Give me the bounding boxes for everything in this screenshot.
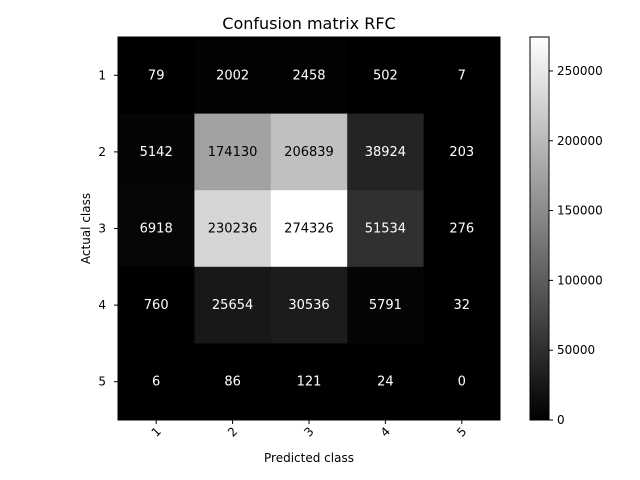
heatmap-cell [270, 266, 348, 344]
heatmap-cell [423, 113, 501, 191]
chart-title: Confusion matrix RFC [222, 14, 395, 33]
y-tick-label: 4 [98, 298, 106, 312]
y-tick-label: 2 [98, 145, 106, 159]
heatmap-cell [118, 343, 195, 421]
heatmap-cells [118, 37, 501, 421]
heatmap-cell [118, 37, 195, 115]
x-tick-label: 4 [378, 424, 393, 439]
heatmap-cell [194, 190, 272, 268]
heatmap-cell [270, 37, 348, 115]
colorbar-ticks: 0 50000 100000 150000 200000 250000 [549, 64, 603, 427]
heatmap-cell [423, 343, 501, 421]
cell-value-label: 38924 [365, 145, 406, 160]
cell-value-label: 2002 [216, 68, 249, 83]
cell-value-label: 5142 [140, 145, 173, 160]
heatmap-cell [347, 37, 425, 115]
cell-value-label: 174130 [208, 145, 258, 160]
heatmap-cell [270, 190, 348, 268]
heatmap-cell [194, 266, 272, 344]
heatmap-cell [118, 113, 195, 191]
cell-value-label: 79 [148, 68, 165, 83]
heatmap-cell [347, 113, 425, 191]
heatmap-cell [423, 266, 501, 344]
x-axis-label: Predicted class [264, 451, 354, 465]
x-axis-ticks: 1 2 3 4 5 [149, 420, 469, 440]
heatmap-cell [194, 113, 272, 191]
cell-value-label: 0 [458, 375, 466, 390]
y-tick-label: 5 [98, 375, 106, 389]
cell-value-label: 206839 [284, 145, 334, 160]
colorbar-tick-label: 50000 [557, 343, 595, 357]
colorbar-tick-label: 0 [557, 413, 565, 427]
colorbar-tick-label: 100000 [557, 273, 603, 287]
colorbar-tick-label: 250000 [557, 64, 603, 78]
heatmap-cell [270, 113, 348, 191]
cell-value-label: 30536 [288, 298, 329, 313]
heatmap-cell [423, 37, 501, 115]
x-tick-label: 3 [301, 424, 316, 439]
cell-value-label: 51534 [365, 222, 406, 237]
heatmap-cell [347, 266, 425, 344]
cell-value-label: 86 [224, 375, 241, 390]
heatmap-cell [347, 343, 425, 421]
heatmap-cell [194, 343, 272, 421]
colorbar-tick-label: 150000 [557, 204, 603, 218]
cell-value-label: 121 [297, 375, 322, 390]
heatmap-cell [270, 343, 348, 421]
heatmap-cell [347, 190, 425, 268]
cell-value-label: 25654 [212, 298, 253, 313]
y-axis-ticks: 1 2 3 4 5 [98, 68, 118, 389]
x-tick-label: 5 [454, 424, 469, 439]
cell-value-labels: 79 2002 2458 502 7 5142 174130 206839 38924 203 69… [140, 68, 475, 389]
heatmap-cell [423, 190, 501, 268]
cell-value-label: 32 [454, 298, 471, 313]
cell-value-label: 5791 [369, 298, 402, 313]
cell-value-label: 2458 [292, 68, 325, 83]
cell-value-label: 230236 [208, 222, 258, 237]
colorbar-tick-label: 200000 [557, 134, 603, 148]
y-tick-label: 3 [98, 222, 106, 236]
cell-value-label: 502 [373, 68, 398, 83]
y-tick-label: 1 [98, 68, 106, 82]
cell-value-label: 760 [144, 298, 169, 313]
y-axis-label: Actual class [79, 193, 93, 264]
cell-value-label: 276 [449, 222, 474, 237]
cell-value-label: 7 [458, 68, 466, 83]
heatmap-cell [118, 190, 195, 268]
cell-value-label: 6918 [140, 222, 173, 237]
cell-value-label: 203 [449, 145, 474, 160]
colorbar [529, 36, 550, 421]
cell-value-label: 274326 [284, 222, 334, 237]
x-tick-label: 1 [149, 424, 164, 439]
cell-value-label: 24 [377, 375, 394, 390]
heatmap-cell [194, 37, 272, 115]
x-tick-label: 2 [225, 424, 240, 439]
heatmap-cell [118, 266, 195, 344]
cell-value-label: 6 [152, 375, 160, 390]
